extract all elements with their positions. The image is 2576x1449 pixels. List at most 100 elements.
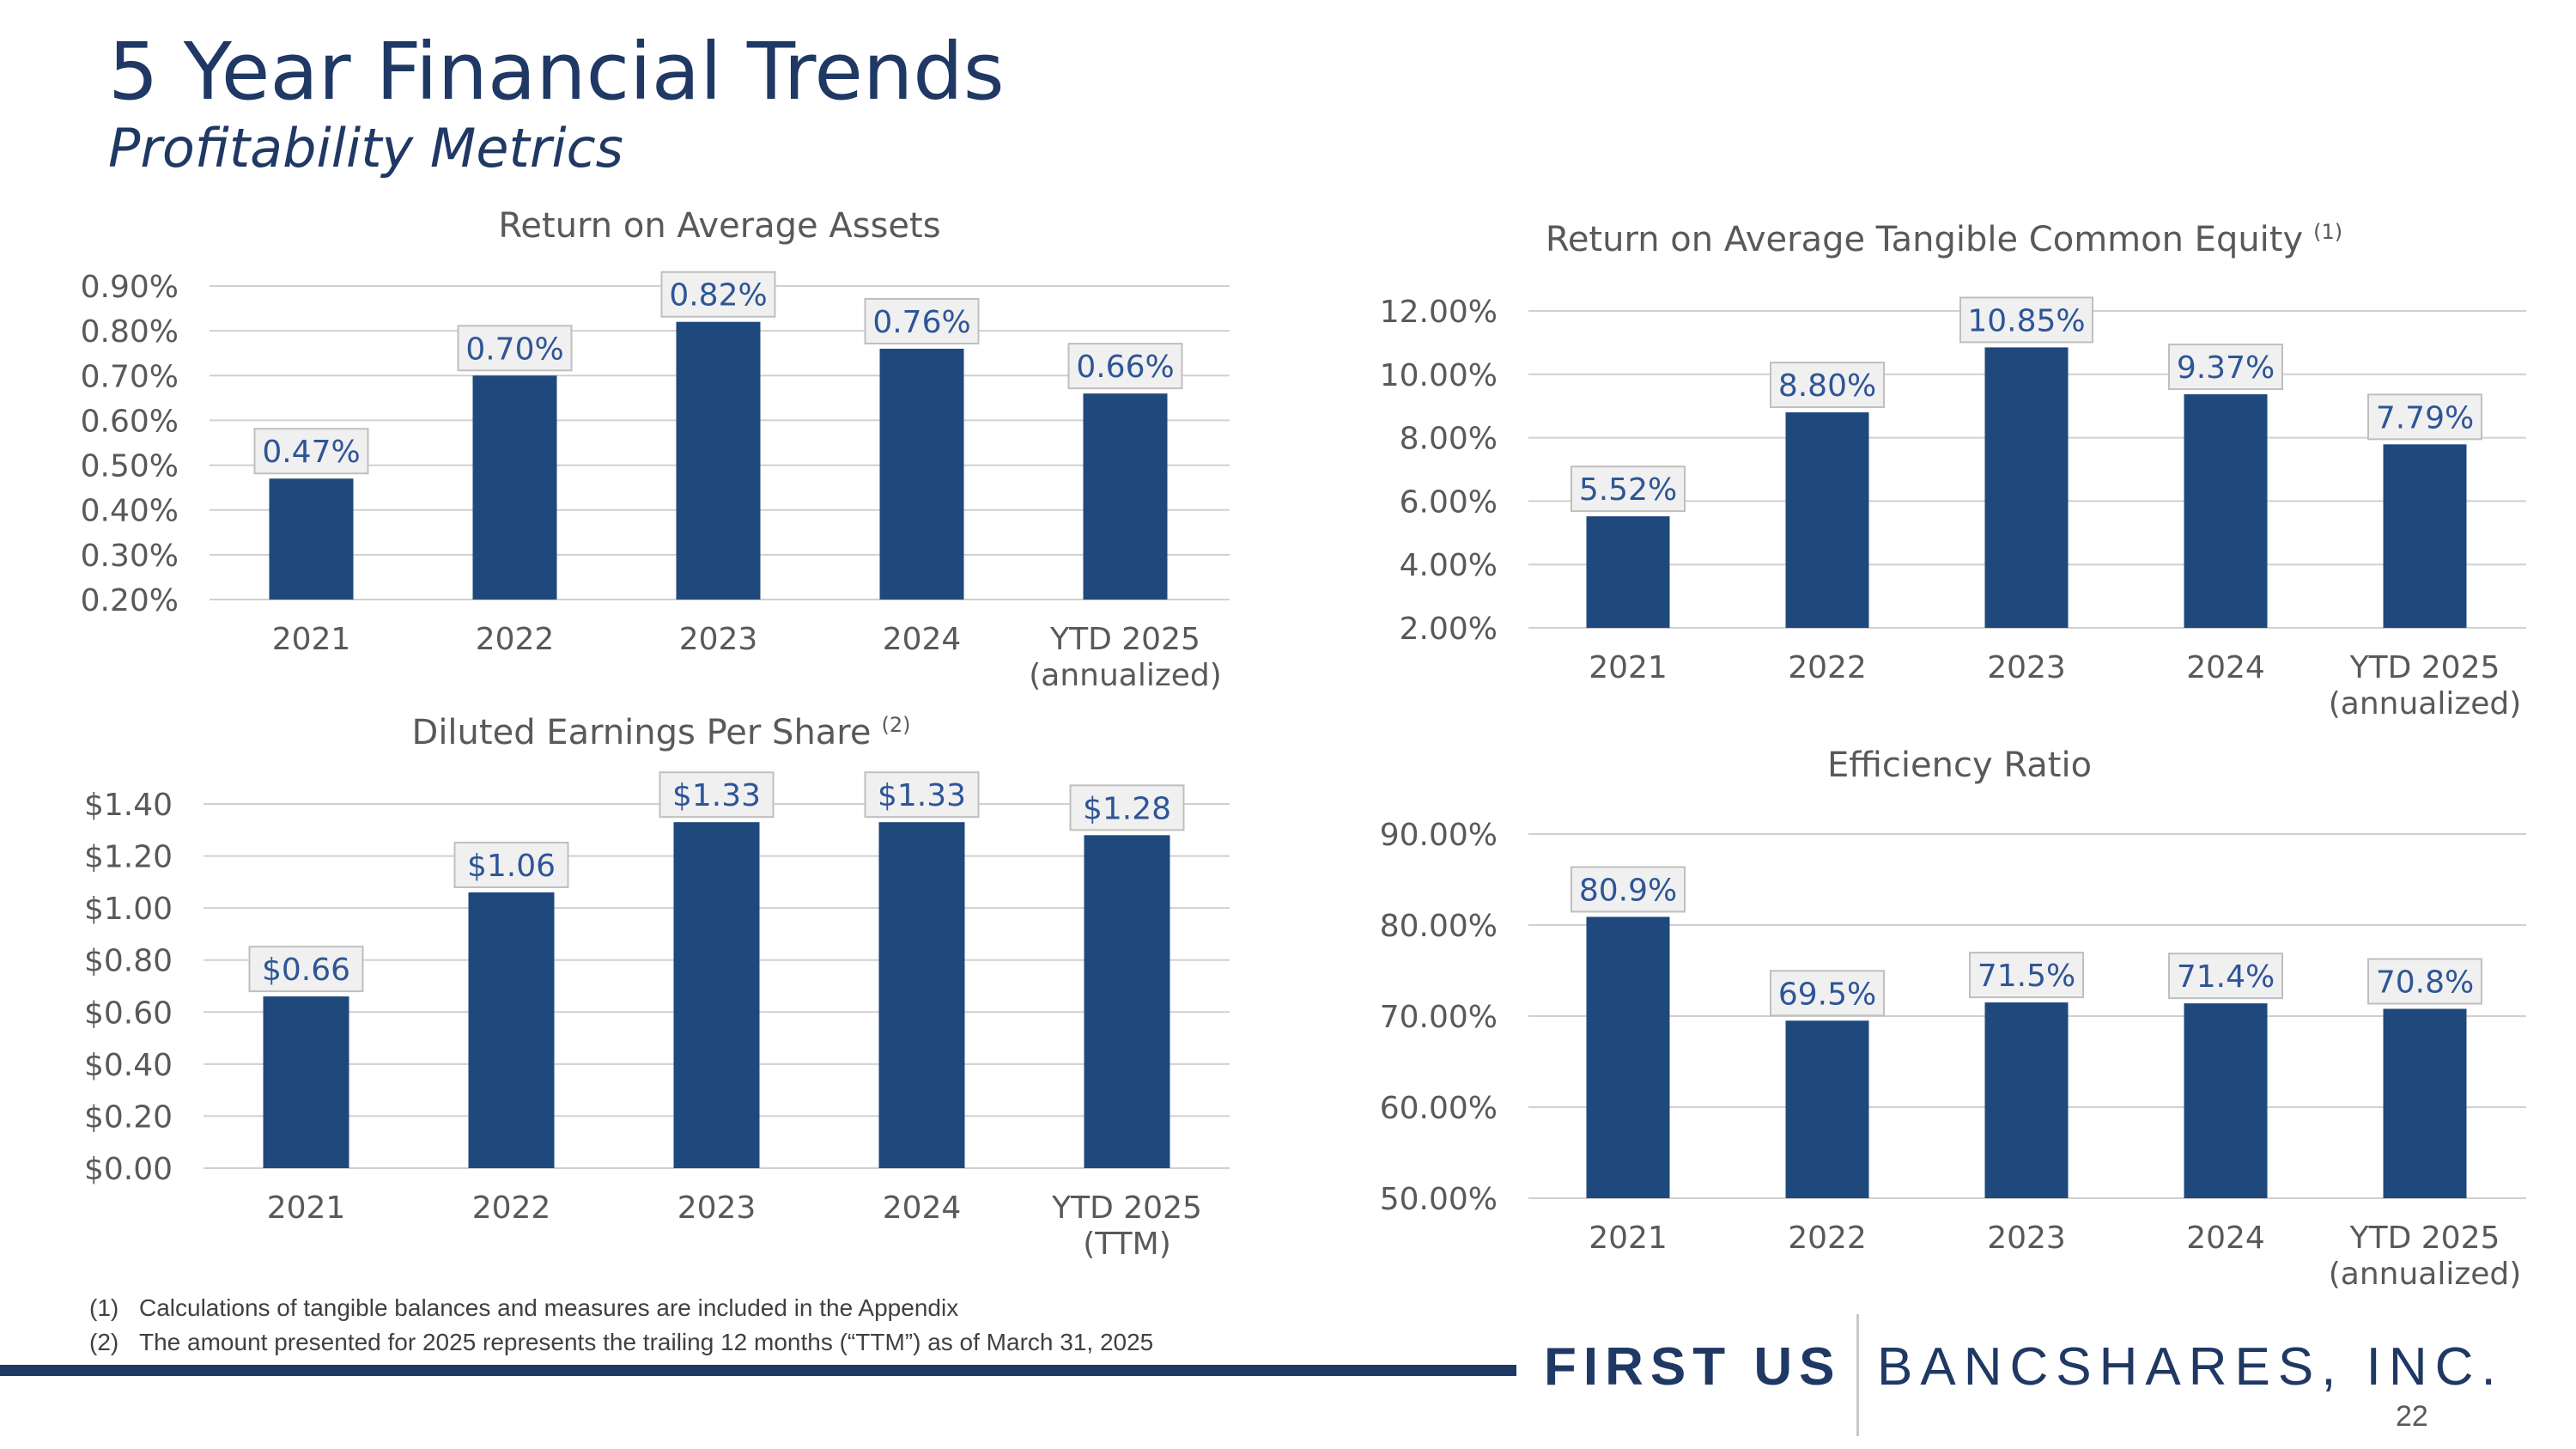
bar xyxy=(1785,412,1869,628)
x-tick-label: (annualized) xyxy=(2329,1257,2522,1292)
data-label: 0.70% xyxy=(465,332,563,367)
y-tick-label: 80.00% xyxy=(1380,909,1498,944)
x-tick-label: 2023 xyxy=(679,622,758,657)
data-label-box xyxy=(1770,970,1885,1017)
y-tick-label: 70.00% xyxy=(1380,1000,1498,1035)
bar xyxy=(1984,347,2069,628)
bar xyxy=(1084,835,1170,1168)
chart-title: Efficiency Ratio xyxy=(1827,746,2092,785)
data-label: 70.8% xyxy=(2376,965,2474,1001)
y-tick-label: 10.00% xyxy=(1380,358,1498,393)
footnote-text: The amount presented for 2025 represents… xyxy=(139,1329,1154,1355)
y-tick-label: 0.40% xyxy=(81,494,179,529)
y-tick-label: 60.00% xyxy=(1380,1091,1498,1126)
data-label-box xyxy=(2367,393,2482,441)
bar xyxy=(263,996,349,1168)
data-label-box xyxy=(1571,866,1686,913)
data-label: 80.9% xyxy=(1579,873,1677,908)
y-tick-label: 0.90% xyxy=(81,270,179,305)
data-label-box xyxy=(659,771,775,819)
y-tick-label: 0.20% xyxy=(81,583,179,618)
data-label-box xyxy=(1959,296,2093,344)
data-label-box xyxy=(1571,466,1686,513)
y-tick-label: $1.20 xyxy=(84,840,173,875)
data-label: 71.4% xyxy=(2177,959,2275,995)
data-label: 0.66% xyxy=(1076,350,1174,385)
data-label-box xyxy=(457,325,573,372)
bar xyxy=(1586,516,1670,628)
data-label: $1.33 xyxy=(878,778,966,813)
data-label: 71.5% xyxy=(1978,959,2075,994)
y-tick-label: 0.70% xyxy=(81,359,179,394)
data-label-box xyxy=(2367,958,2482,1005)
brand-logo-first-us: FIRST US xyxy=(1544,1337,1842,1397)
data-label-box xyxy=(1770,362,1885,409)
data-label-box xyxy=(453,841,569,888)
data-label: 8.80% xyxy=(1778,368,1876,404)
y-tick-label: 0.50% xyxy=(81,449,179,484)
bar xyxy=(1083,393,1168,600)
bar xyxy=(1586,916,1670,1198)
footnote: (1) Calculations of tangible balances and… xyxy=(89,1291,1153,1325)
bar xyxy=(673,822,760,1168)
footnote: (2) The amount presented for 2025 represe… xyxy=(89,1325,1153,1360)
footer-rule xyxy=(0,1365,1516,1376)
chart-title-footnote-ref: (1) xyxy=(2313,220,2342,244)
x-tick-label: 2024 xyxy=(883,1190,962,1226)
x-tick-label: (TTM) xyxy=(1083,1227,1171,1262)
y-tick-label: $0.60 xyxy=(84,995,173,1031)
x-tick-label: 2021 xyxy=(1589,650,1668,685)
x-tick-label: 2023 xyxy=(1987,1221,2066,1256)
x-tick-label: 2024 xyxy=(2186,650,2265,685)
y-tick-label: 0.30% xyxy=(81,539,179,574)
x-tick-label: YTD 2025 xyxy=(1049,622,1200,657)
y-tick-label: 12.00% xyxy=(1380,295,1498,330)
bar xyxy=(472,375,557,600)
data-label-box xyxy=(864,298,980,344)
x-tick-label: 2024 xyxy=(2186,1221,2265,1256)
bar xyxy=(2184,1003,2268,1198)
chart-title: Return on Average Tangible Common Equity… xyxy=(1546,220,2342,259)
x-tick-label: 2022 xyxy=(1788,650,1867,685)
y-tick-label: $0.40 xyxy=(84,1048,173,1083)
footnote-number: (2) xyxy=(89,1329,119,1355)
data-label: $0.66 xyxy=(262,953,350,988)
brand-logo-bancshares: BANCSHARES, INC. xyxy=(1877,1337,2504,1397)
data-label-box xyxy=(2168,344,2283,391)
y-tick-label: $0.00 xyxy=(84,1152,173,1187)
x-tick-label: (annualized) xyxy=(2329,686,2522,721)
footnote-text: Calculations of tangible balances and me… xyxy=(139,1294,959,1321)
y-tick-label: 90.00% xyxy=(1380,818,1498,853)
bar xyxy=(2383,444,2467,628)
chart-title: Return on Average Assets xyxy=(498,206,940,246)
x-tick-label: 2022 xyxy=(472,1190,551,1226)
page-title: 5 Year Financial Trends xyxy=(108,26,1005,118)
data-label: 5.52% xyxy=(1579,472,1677,508)
chart-title: Diluted Earnings Per Share (2) xyxy=(412,713,911,752)
footnotes: (1) Calculations of tangible balances and… xyxy=(89,1291,1153,1360)
data-label: $1.28 xyxy=(1083,791,1171,826)
data-label-box xyxy=(1069,784,1185,831)
data-label: 0.47% xyxy=(262,435,360,470)
bar xyxy=(1984,1002,2069,1198)
bar xyxy=(1785,1020,1869,1198)
bar xyxy=(2184,394,2268,628)
x-tick-label: YTD 2025 xyxy=(2349,650,2500,685)
bar xyxy=(879,349,964,600)
data-label-box xyxy=(1969,952,2084,999)
footnote-number: (1) xyxy=(89,1294,119,1321)
data-label-box xyxy=(248,946,364,993)
y-tick-label: $0.80 xyxy=(84,944,173,979)
x-tick-label: 2021 xyxy=(1589,1221,1668,1256)
data-label: 9.37% xyxy=(2177,350,2275,386)
y-tick-label: $0.20 xyxy=(84,1099,173,1135)
data-label: 0.76% xyxy=(872,305,970,340)
data-label-box xyxy=(2168,953,2283,1000)
data-label: 0.82% xyxy=(669,278,767,314)
bar xyxy=(269,478,354,600)
y-tick-label: $1.00 xyxy=(84,892,173,927)
y-tick-label: 2.00% xyxy=(1400,612,1498,647)
data-label: 10.85% xyxy=(1967,303,2085,338)
